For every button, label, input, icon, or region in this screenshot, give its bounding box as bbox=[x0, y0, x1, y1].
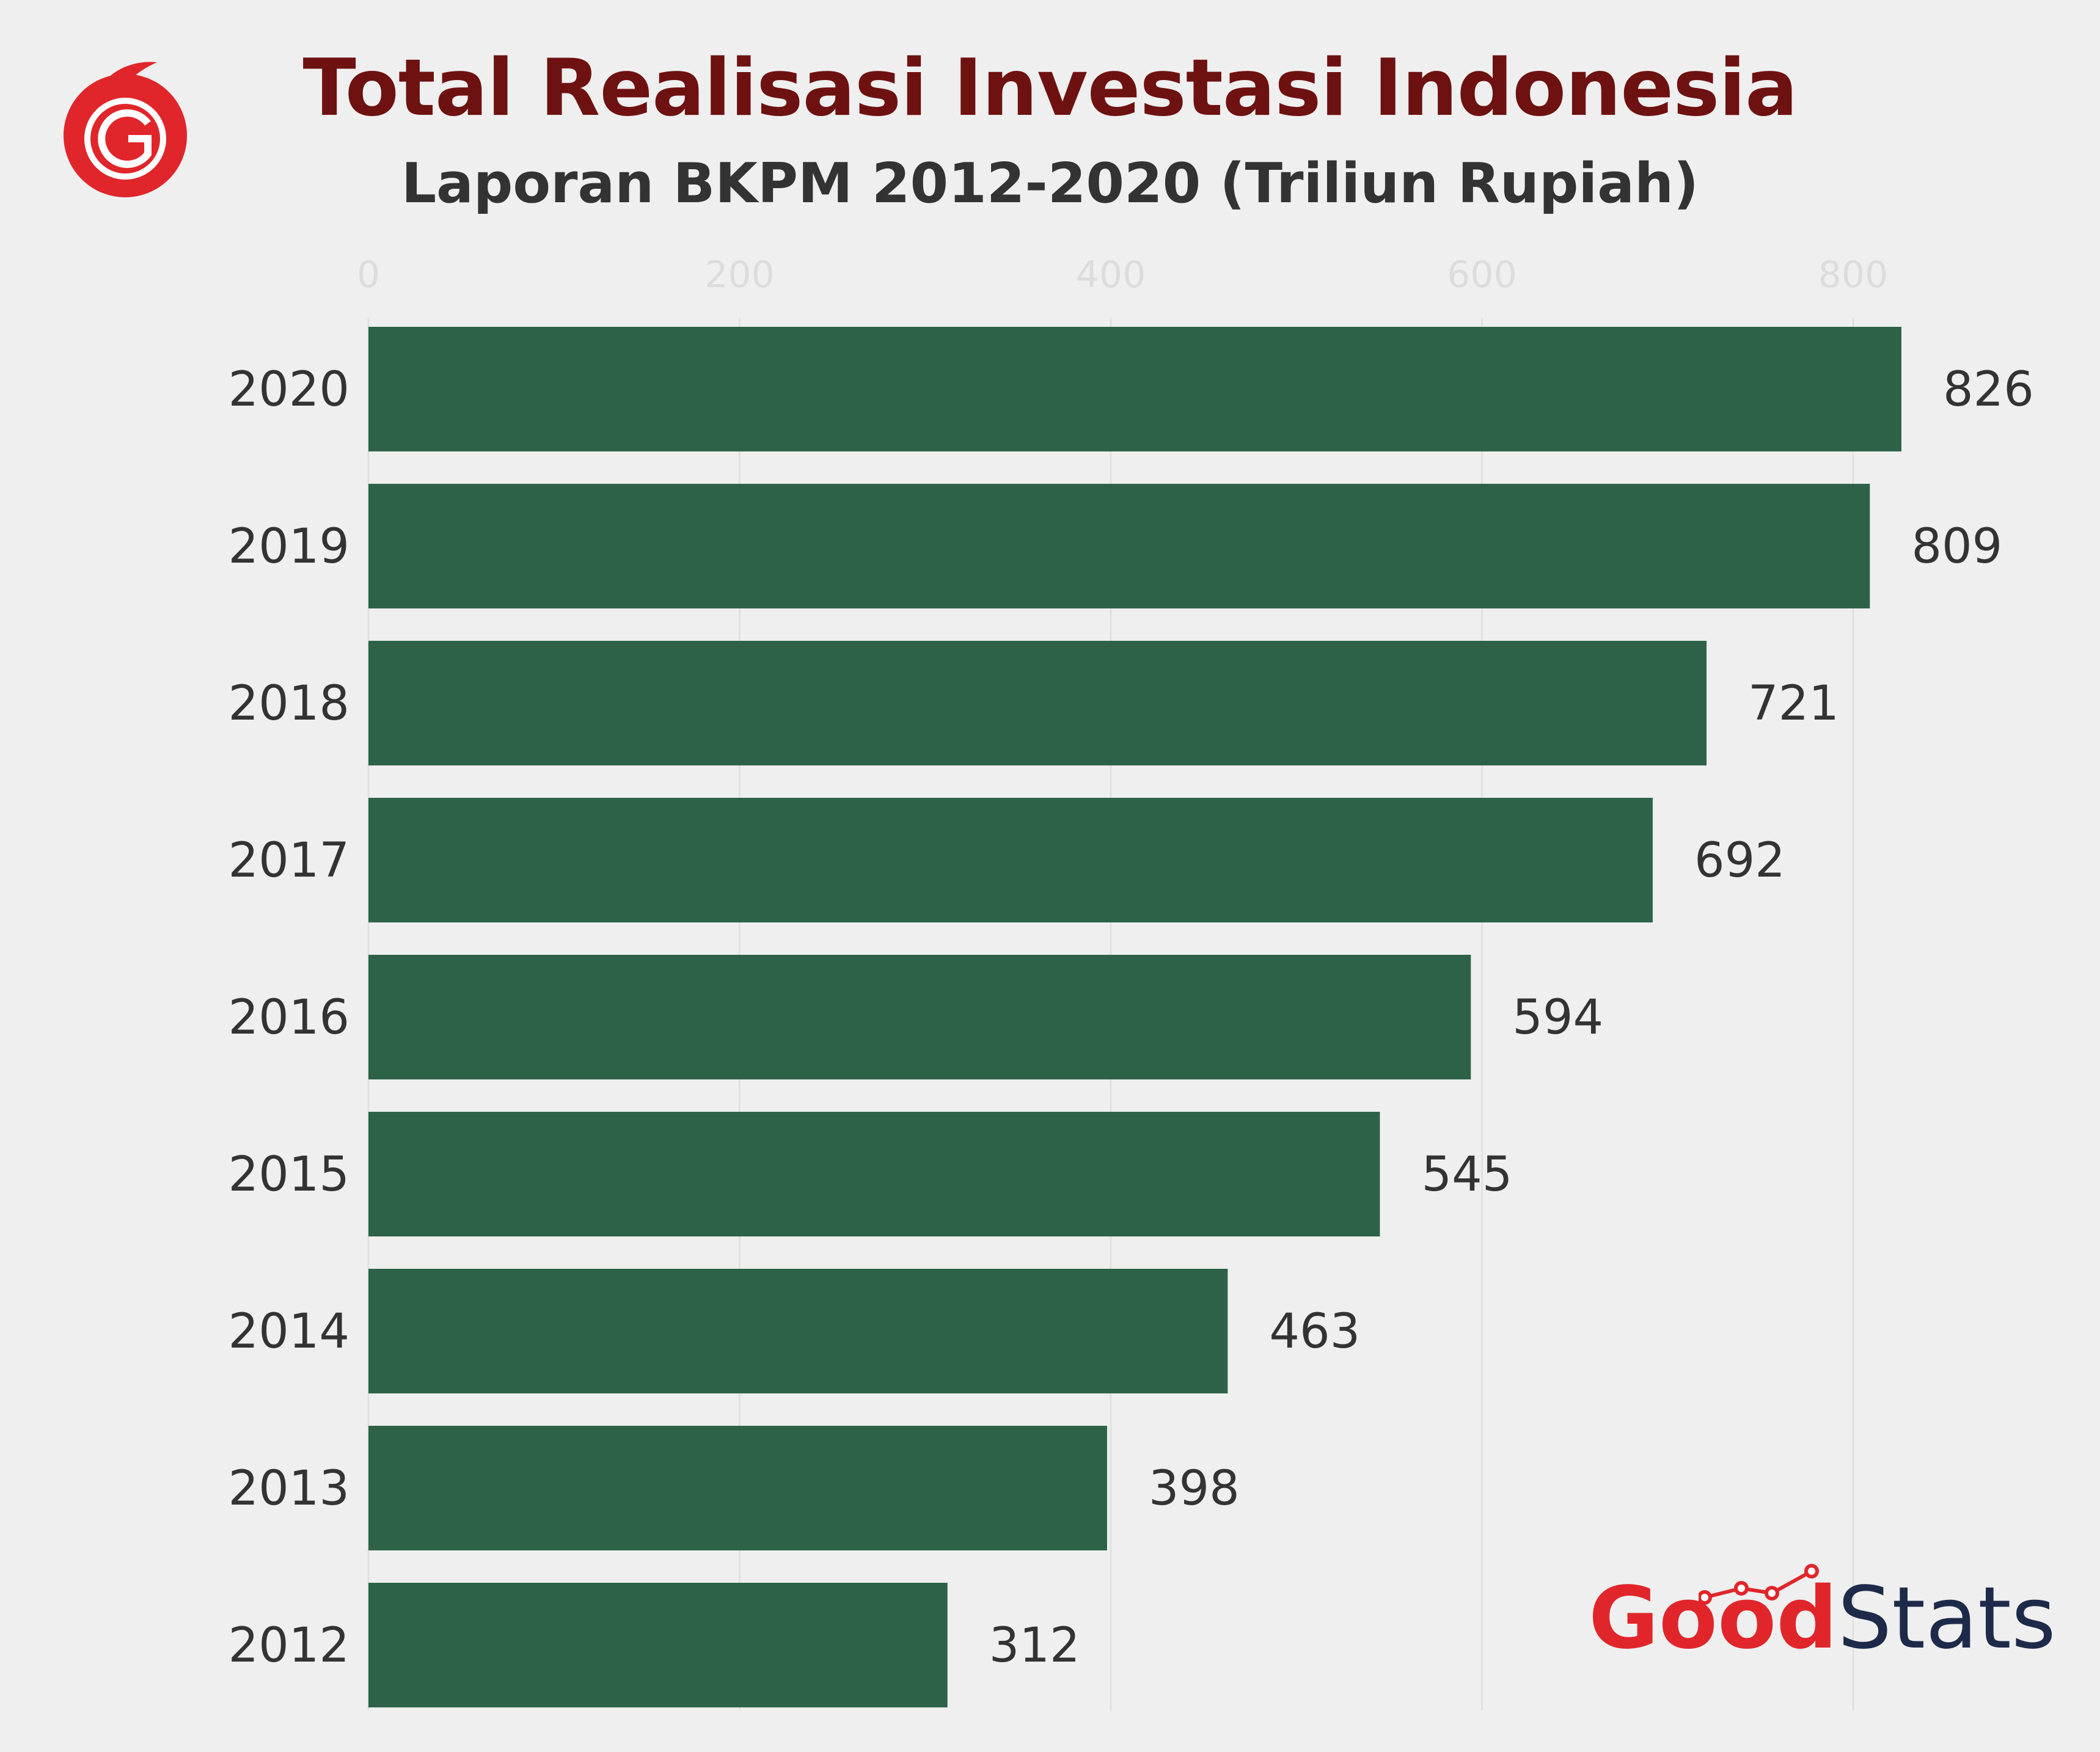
data-label: 545 bbox=[1421, 1147, 1512, 1202]
data-label: 312 bbox=[989, 1618, 1080, 1673]
y-tick-label: 2016 bbox=[228, 990, 349, 1045]
logo-emblem-ring bbox=[84, 98, 166, 180]
x-tick-label: 600 bbox=[1447, 254, 1517, 296]
bar-2013 bbox=[368, 1426, 1107, 1550]
data-label: 721 bbox=[1748, 676, 1839, 731]
bar-2015 bbox=[368, 1112, 1380, 1236]
chart-subtitle: Laporan BKPM 2012-2020 (Triliun Rupiah) bbox=[401, 151, 1699, 216]
goodstats-logo: GoodStats bbox=[1589, 1576, 2056, 1662]
bar-2016 bbox=[368, 955, 1471, 1079]
y-tick-label: 2014 bbox=[228, 1304, 349, 1359]
x-tick-label: 0 bbox=[357, 254, 380, 296]
data-label: 692 bbox=[1694, 833, 1785, 888]
data-label: 826 bbox=[1943, 362, 2034, 417]
x-tick-label: 800 bbox=[1818, 254, 1889, 296]
bar-2019 bbox=[368, 484, 1870, 608]
data-label: 809 bbox=[1911, 519, 2002, 574]
data-label: 463 bbox=[1269, 1304, 1360, 1359]
bar-2014 bbox=[368, 1269, 1228, 1393]
goodstats-trend-icon bbox=[1699, 1564, 1819, 1605]
data-label: 594 bbox=[1512, 990, 1603, 1045]
bar-2012 bbox=[368, 1583, 948, 1707]
x-tick-label: 200 bbox=[704, 254, 775, 296]
bar-2017 bbox=[368, 798, 1653, 922]
x-tick-label: 400 bbox=[1076, 254, 1146, 296]
y-tick-label: 2015 bbox=[228, 1147, 349, 1202]
bar-2018 bbox=[368, 641, 1707, 765]
y-tick-label: 2018 bbox=[228, 676, 349, 731]
y-tick-label: 2017 bbox=[228, 833, 349, 888]
y-tick-label: 2013 bbox=[228, 1461, 349, 1516]
y-tick-label: 2019 bbox=[228, 519, 349, 574]
logo-emblem-g bbox=[98, 109, 152, 168]
y-tick-label: 2020 bbox=[228, 362, 349, 417]
goodstats-logo-stats: Stats bbox=[1837, 1569, 2056, 1668]
goodnews-circle-logo-icon bbox=[64, 62, 187, 197]
data-label: 398 bbox=[1149, 1461, 1240, 1516]
goodstats-logo-good: Good bbox=[1589, 1569, 1838, 1668]
logo-swoosh bbox=[93, 62, 157, 105]
chart-title: Total Realisasi Investasi Indonesia bbox=[302, 43, 1798, 134]
bar-2020 bbox=[368, 327, 1901, 451]
y-tick-label: 2012 bbox=[228, 1618, 349, 1673]
